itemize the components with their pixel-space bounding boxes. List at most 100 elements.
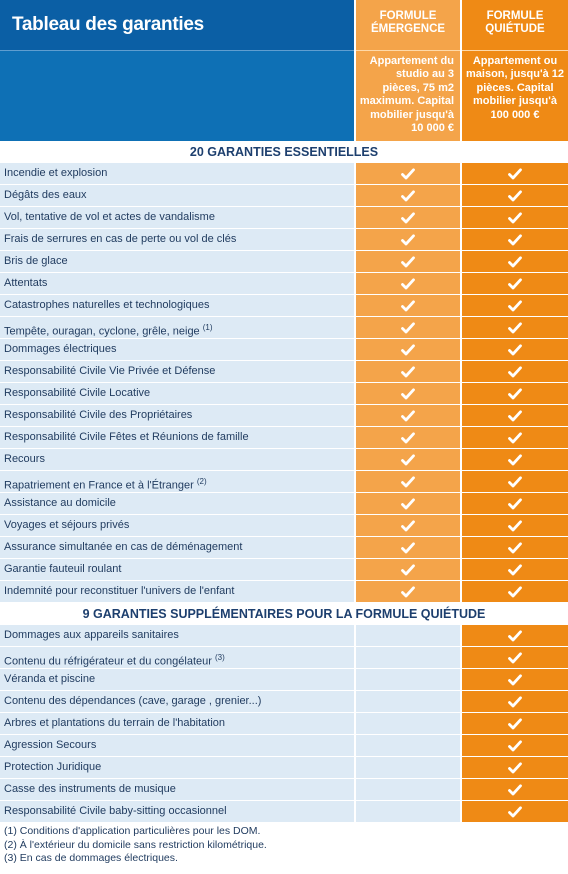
table-row: Protection Juridique: [0, 757, 568, 778]
cell-emergence: [356, 779, 460, 800]
guarantee-label: Indemnité pour reconstituer l'univers de…: [0, 581, 354, 602]
guarantee-label: Arbres et plantations du terrain de l'ha…: [0, 713, 354, 734]
table-row: Rapatriement en France et à l'Étranger (…: [0, 471, 568, 492]
footnote-ref: (1): [202, 323, 213, 332]
check-icon: [508, 167, 522, 180]
cell-quietude: [462, 801, 568, 822]
guarantee-label: Rapatriement en France et à l'Étranger (…: [0, 471, 354, 492]
guarantee-label: Contenu du réfrigérateur et du congélate…: [0, 647, 354, 668]
formula-quietude-name: FORMULE QUIÉTUDE: [485, 10, 545, 35]
guarantee-label-text: Vol, tentative de vol et actes de vandal…: [4, 211, 215, 223]
title-divider: [0, 50, 354, 51]
guarantee-label: Agression Secours: [0, 735, 354, 756]
guarantee-label-text: Responsabilité Civile Locative: [4, 387, 151, 399]
table-row: Véranda et piscine: [0, 669, 568, 690]
cell-quietude: [462, 757, 568, 778]
cell-emergence: [356, 713, 460, 734]
cell-quietude: [462, 361, 568, 382]
check-icon: [508, 321, 522, 334]
formula-divider: [356, 50, 460, 51]
guarantee-label-text: Assistance au domicile: [4, 497, 116, 509]
check-icon: [508, 651, 522, 664]
check-icon: [508, 233, 522, 246]
footnote: (2) À l'extérieur du domicile sans restr…: [4, 838, 267, 851]
section-title: 20 GARANTIES ESSENTIELLES: [0, 141, 568, 163]
table-row: Responsabilité Civile baby-sitting occas…: [0, 801, 568, 822]
table-row: Attentats: [0, 273, 568, 294]
cell-quietude: [462, 207, 568, 228]
guarantee-label: Dommages électriques: [0, 339, 354, 360]
cell-quietude: [462, 251, 568, 272]
cell-emergence: [356, 251, 460, 272]
cell-emergence: [356, 339, 460, 360]
check-icon: [401, 453, 415, 466]
cell-quietude: [462, 163, 568, 184]
check-icon: [401, 167, 415, 180]
table-row: Tempête, ouragan, cyclone, grêle, neige …: [0, 317, 568, 338]
check-icon: [508, 255, 522, 268]
table-row: Incendie et explosion: [0, 163, 568, 184]
check-icon: [508, 497, 522, 510]
cell-quietude: [462, 317, 568, 338]
table-row: Responsabilité Civile Locative: [0, 383, 568, 404]
cell-quietude: [462, 383, 568, 404]
cell-quietude: [462, 669, 568, 690]
check-icon: [508, 299, 522, 312]
cell-quietude: [462, 735, 568, 756]
guarantee-label: Garantie fauteuil roulant: [0, 559, 354, 580]
cell-emergence: [356, 669, 460, 690]
check-icon: [401, 387, 415, 400]
table-row: Voyages et séjours privés: [0, 515, 568, 536]
table-row: Recours: [0, 449, 568, 470]
guarantee-label-text: Dommages électriques: [4, 343, 117, 355]
check-icon: [508, 277, 522, 290]
guarantee-label: Responsabilité Civile Vie Privée et Défe…: [0, 361, 354, 382]
check-icon: [401, 585, 415, 598]
cell-emergence: [356, 647, 460, 668]
cell-quietude: [462, 405, 568, 426]
check-icon: [508, 761, 522, 774]
formula-emergence-header: FORMULE ÉMERGENCE Appartement du studio …: [356, 0, 460, 141]
cell-emergence: [356, 405, 460, 426]
check-icon: [401, 519, 415, 532]
guarantee-label: Bris de glace: [0, 251, 354, 272]
table-row: Bris de glace: [0, 251, 568, 272]
check-icon: [508, 805, 522, 818]
table-row: Dommages aux appareils sanitaires: [0, 625, 568, 646]
check-icon: [508, 475, 522, 488]
cell-emergence: [356, 537, 460, 558]
check-icon: [401, 541, 415, 554]
cell-quietude: [462, 471, 568, 492]
table-row: Responsabilité Civile Vie Privée et Défe…: [0, 361, 568, 382]
table-row: Arbres et plantations du terrain de l'ha…: [0, 713, 568, 734]
check-icon: [508, 409, 522, 422]
check-icon: [508, 343, 522, 356]
guarantee-label: Frais de serrures en cas de perte ou vol…: [0, 229, 354, 250]
guarantee-label-text: Responsabilité Civile Vie Privée et Défe…: [4, 365, 216, 377]
guarantee-label: Casse des instruments de musique: [0, 779, 354, 800]
cell-quietude: [462, 449, 568, 470]
cell-emergence: [356, 317, 460, 338]
cell-emergence: [356, 229, 460, 250]
cell-emergence: [356, 185, 460, 206]
cell-quietude: [462, 427, 568, 448]
guarantee-label-text: Casse des instruments de musique: [4, 783, 176, 795]
cell-quietude: [462, 273, 568, 294]
cell-emergence: [356, 735, 460, 756]
guarantee-label: Assistance au domicile: [0, 493, 354, 514]
table-row: Responsabilité Civile Fêtes et Réunions …: [0, 427, 568, 448]
cell-emergence: [356, 427, 460, 448]
cell-emergence: [356, 559, 460, 580]
cell-emergence: [356, 801, 460, 822]
check-icon: [401, 189, 415, 202]
guarantee-label-text: Frais de serrures en cas de perte ou vol…: [4, 233, 237, 245]
cell-emergence: [356, 273, 460, 294]
guarantee-label: Recours: [0, 449, 354, 470]
page-title: Tableau des garanties: [12, 14, 204, 35]
check-icon: [401, 255, 415, 268]
check-icon: [508, 431, 522, 444]
table-body: 20 GARANTIES ESSENTIELLES Incendie et exp…: [0, 141, 568, 822]
check-icon: [401, 563, 415, 576]
cell-emergence: [356, 691, 460, 712]
guarantee-label: Responsabilité Civile baby-sitting occas…: [0, 801, 354, 822]
